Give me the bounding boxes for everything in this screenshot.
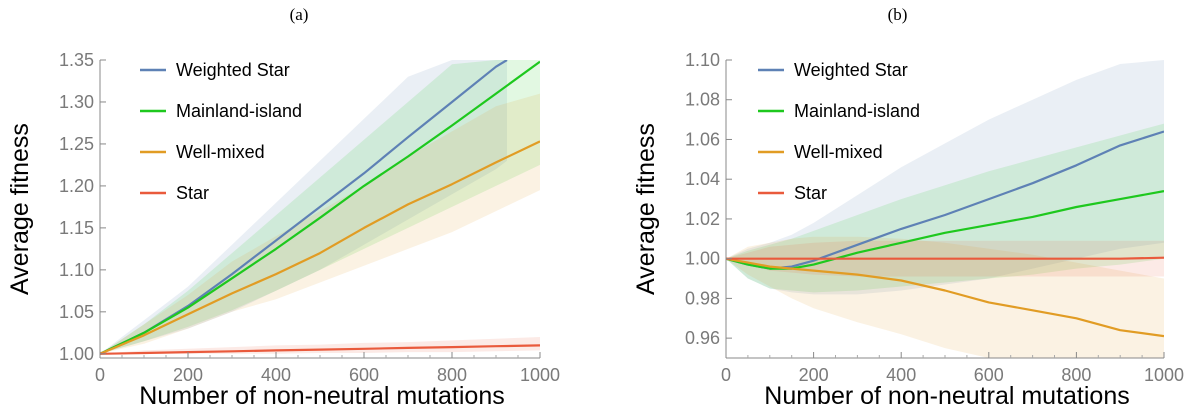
x-tick-label: 1000 [520, 365, 560, 385]
y-tick-label: 1.30 [59, 92, 94, 112]
band-star [100, 337, 540, 354]
y-tick-label: 1.05 [59, 302, 94, 322]
y-tick-label: 1.06 [685, 129, 720, 149]
legend-label: Weighted Star [794, 60, 908, 80]
legend-label: Mainland-island [794, 101, 920, 121]
band-mainland-island [726, 123, 1164, 293]
legend-label: Star [176, 183, 209, 203]
line-star [100, 344, 540, 355]
chart-b: 0 200 400 600 800 1000 0.96 0.98 1.00 1.02 1.04 1.0… [632, 50, 1184, 410]
legend-label: Well-mixed [794, 142, 883, 162]
y-tick-label: 1.00 [59, 344, 94, 364]
panel-a: (a) 0 200 400 600 800 1000 1.00 1.05 1.10 1.15 1.2… [0, 0, 598, 414]
x-tick-label: 0 [95, 365, 105, 385]
y-tick-label: 1.08 [685, 90, 720, 110]
y-axis-title: Average fitness [6, 123, 34, 295]
legend: Weighted Star Mainland-island Well-mixed St… [758, 60, 920, 203]
chart-a: 0 200 400 600 800 1000 1.00 1.05 1.10 1.15 1.20 1.2… [6, 50, 560, 410]
y-tick-label: 1.25 [59, 134, 94, 154]
line-star [726, 256, 1164, 260]
y-tick-label: 1.04 [685, 169, 720, 189]
y-tick-label: 1.15 [59, 218, 94, 238]
y-tick-label: 1.10 [685, 50, 720, 70]
band-well-mixed [100, 93, 540, 354]
legend-label: Weighted Star [176, 60, 290, 80]
legend-label: Well-mixed [176, 142, 265, 162]
y-tick-label: 1.00 [685, 249, 720, 269]
plot-area [726, 60, 1164, 358]
x-tick-label: 800 [437, 365, 467, 385]
x-axis-title: Number of non-neutral mutations [139, 382, 504, 410]
x-axis-title: Number of non-neutral mutations [764, 382, 1129, 410]
x-tick-label: 400 [261, 365, 291, 385]
panel-label-a: (a) [289, 5, 309, 24]
y-tick-label: 1.35 [59, 50, 94, 70]
band-weighted-star [726, 60, 1164, 295]
x-tick-label: 600 [974, 365, 1004, 385]
y-tick-label: 0.98 [685, 288, 720, 308]
y-tick-label: 1.20 [59, 176, 94, 196]
y-tick-label: 1.02 [685, 209, 720, 229]
legend-label: Mainland-island [176, 101, 302, 121]
y-axis-title: Average fitness [632, 123, 660, 295]
x-tick-label: 200 [173, 365, 203, 385]
line-mainland-island [100, 60, 540, 355]
band-weighted-star [100, 60, 507, 354]
x-tick-label: 400 [886, 365, 916, 385]
line-mainland-island [726, 190, 1164, 270]
line-well-mixed [726, 257, 1164, 338]
line-well-mixed [100, 140, 540, 355]
x-tick-label: 800 [1061, 365, 1091, 385]
y-tick-label: 1.10 [59, 260, 94, 280]
y-tick-label: 0.96 [685, 328, 720, 348]
panel-b: (b) 0 200 400 600 800 1000 0.96 0.98 1.00 1.02 1.0… [598, 0, 1197, 414]
plot-area [100, 60, 540, 355]
panel-label-b: (b) [887, 5, 908, 24]
x-tick-label: 600 [349, 365, 379, 385]
x-tick-label: 1000 [1144, 365, 1184, 385]
x-tick-label: 0 [721, 365, 731, 385]
legend: Weighted Star Mainland-island Well-mixed St… [140, 60, 302, 203]
band-well-mixed [726, 236, 1164, 358]
x-tick-label: 200 [799, 365, 829, 385]
legend-label: Star [794, 183, 827, 203]
